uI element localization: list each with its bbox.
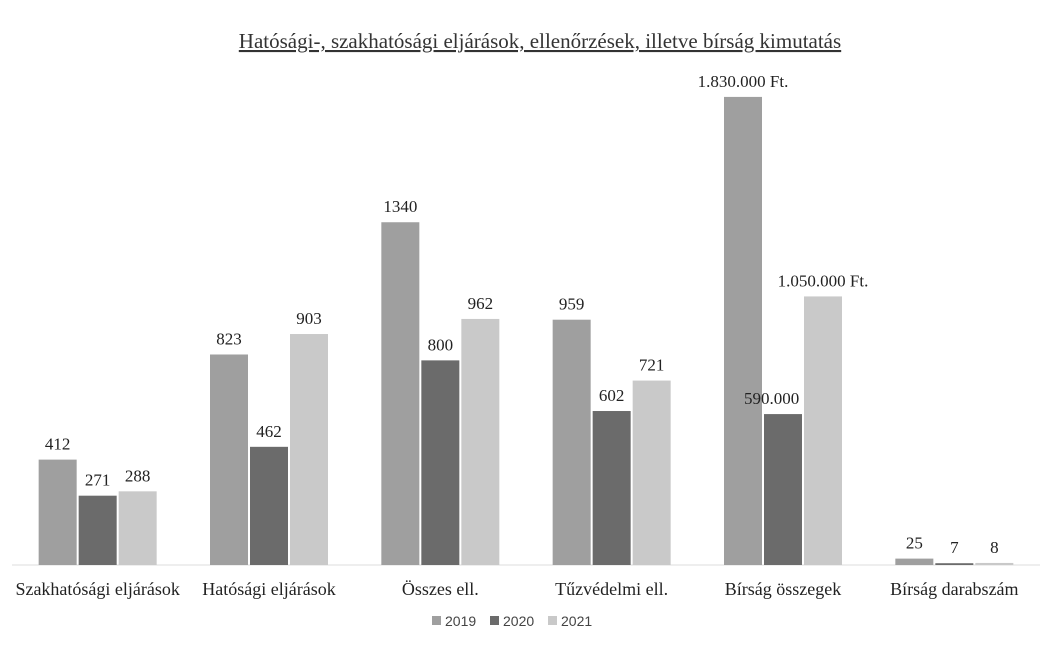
- value-label: 7: [950, 538, 959, 557]
- bar: [935, 563, 974, 565]
- bar: [421, 360, 460, 565]
- bar: [250, 446, 288, 565]
- chart-title: Hatósági-, szakhatósági eljárások, ellen…: [239, 29, 841, 53]
- bar: [38, 459, 77, 565]
- x-tick-label: Bírság darabszám: [890, 579, 1019, 599]
- x-tick-label: Tűzvédelmi ell.: [555, 579, 669, 599]
- legend-swatch: [432, 616, 441, 625]
- bar: [592, 411, 631, 565]
- value-label: 602: [599, 386, 625, 405]
- value-label: 721: [639, 356, 665, 375]
- value-label: 823: [216, 329, 242, 348]
- bar: [632, 380, 671, 565]
- value-label: 590.000 Ft.: [744, 389, 822, 408]
- bar: [210, 354, 248, 565]
- value-label: 412: [45, 435, 71, 454]
- bar: [552, 319, 591, 565]
- bar: [118, 491, 157, 565]
- bar: [724, 96, 762, 565]
- x-tick-label: Hatósági eljárások: [202, 579, 336, 599]
- value-label: 288: [125, 466, 151, 485]
- value-label: 800: [428, 335, 454, 354]
- value-label: 462: [256, 422, 282, 441]
- bar: [290, 334, 328, 565]
- bar: [78, 495, 117, 565]
- x-tick-label: Bírság összegek: [724, 579, 842, 599]
- value-label: 8: [990, 538, 999, 557]
- bar: [764, 414, 802, 565]
- bar: [461, 318, 500, 565]
- legend-label: 2019: [445, 613, 476, 629]
- value-label: 903: [296, 309, 322, 328]
- x-tick-label: Szakhatósági eljárások: [15, 579, 180, 599]
- legend-label: 2020: [503, 613, 534, 629]
- bar: [895, 558, 934, 565]
- value-label: 25: [906, 534, 923, 553]
- legend-swatch: [548, 616, 557, 625]
- bar: [381, 222, 420, 565]
- value-label: 271: [85, 471, 111, 490]
- bar: [975, 562, 1014, 565]
- value-label: 959: [559, 295, 585, 314]
- value-label: 1.830.000 Ft.: [698, 72, 789, 91]
- bar: [804, 296, 842, 565]
- x-tick-label: Összes ell.: [401, 579, 479, 599]
- value-label: 962: [468, 294, 494, 313]
- value-label: 1.050.000 Ft.: [778, 271, 869, 290]
- value-label: 1340: [383, 197, 417, 216]
- legend-label: 2021: [561, 613, 592, 629]
- legend-swatch: [490, 616, 499, 625]
